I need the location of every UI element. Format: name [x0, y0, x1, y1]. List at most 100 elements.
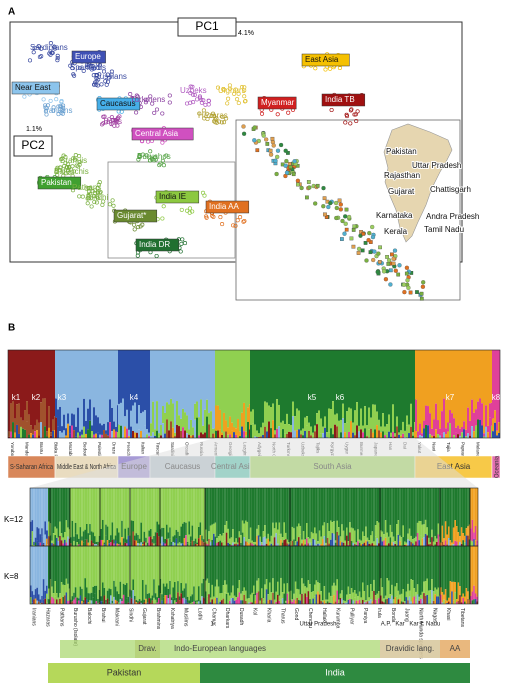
population-label: Paniya	[362, 608, 368, 624]
ancestry-segment	[48, 588, 50, 600]
ancestry-segment	[278, 534, 281, 546]
ancestry-segment	[240, 546, 242, 594]
ancestry-segment	[221, 434, 223, 438]
ancestry-segment	[371, 543, 374, 546]
scatter-point	[160, 140, 165, 145]
ancestry-segment	[443, 599, 445, 604]
ancestry-segment	[231, 430, 233, 438]
ancestry-segment	[193, 601, 195, 604]
ancestry-segment	[194, 543, 197, 546]
ancestry-segment	[324, 350, 326, 417]
inset-point	[351, 244, 356, 249]
ancestry-segment	[362, 432, 364, 438]
inset-point	[306, 180, 311, 184]
ancestry-segment	[314, 546, 316, 585]
ancestry-segment	[420, 535, 422, 546]
ancestry-segment	[196, 488, 198, 543]
ancestry-segment	[264, 426, 266, 438]
ancestry-segment	[130, 410, 132, 427]
scatter-point	[27, 58, 33, 63]
ancestry-segment	[224, 592, 226, 604]
ancestry-segment	[440, 542, 442, 546]
ancestry-segment	[85, 420, 87, 434]
ancestry-segment	[24, 429, 26, 438]
ancestry-segment	[362, 488, 364, 532]
ancestry-segment	[360, 408, 362, 430]
scatter-point	[160, 216, 165, 221]
ancestry-segment	[470, 595, 472, 601]
ancestry-segment	[471, 426, 473, 438]
ancestry-segment	[202, 539, 205, 543]
ancestry-segment	[356, 350, 358, 403]
ancestry-segment	[266, 350, 268, 403]
ancestry-segment	[262, 350, 264, 423]
ancestry-segment	[378, 350, 380, 420]
group-label: India TB	[325, 95, 355, 104]
scatter-point	[90, 64, 95, 69]
ancestry-segment	[318, 350, 320, 411]
ancestry-segment	[389, 594, 392, 600]
ancestry-segment	[215, 430, 217, 438]
ancestry-segment	[298, 589, 300, 601]
ancestry-segment	[293, 593, 295, 600]
ancestry-segment	[44, 521, 46, 535]
population-label: Gujarat	[141, 608, 147, 625]
ancestry-segment	[135, 602, 138, 604]
language-label: Indo-European languages	[174, 644, 266, 653]
ancestry-segment	[270, 543, 273, 546]
ancestry-segment	[243, 402, 245, 432]
sub-label: Kar	[395, 622, 404, 628]
ancestry-segment	[148, 530, 150, 537]
ancestry-segment	[328, 546, 330, 593]
inset-point	[278, 142, 284, 148]
ancestry-segment	[412, 432, 414, 436]
ancestry-segment	[408, 528, 411, 541]
ancestry-segment	[217, 541, 220, 546]
ancestry-segment	[103, 423, 105, 431]
region-label: Middle East & North Africa	[57, 464, 116, 471]
ancestry-segment	[429, 413, 431, 435]
ancestry-segment	[281, 592, 284, 599]
ancestry-segment	[344, 350, 346, 424]
ancestry-segment	[370, 584, 372, 600]
ancestry-segment	[286, 488, 289, 540]
ancestry-segment	[288, 546, 290, 592]
ancestry-segment	[140, 542, 142, 546]
ancestry-segment	[264, 350, 266, 402]
ancestry-segment	[423, 350, 425, 421]
ancestry-segment	[280, 577, 282, 600]
ancestry-segment	[408, 540, 411, 546]
ancestry-segment	[451, 435, 453, 438]
ancestry-segment	[459, 428, 461, 436]
inset-point	[313, 201, 318, 206]
ancestry-segment	[161, 594, 163, 601]
ancestry-segment	[233, 600, 236, 604]
scatter-point	[211, 214, 216, 219]
ancestry-segment	[384, 537, 387, 546]
ancestry-segment	[270, 592, 273, 601]
ancestry-segment	[441, 591, 444, 603]
ancestry-segment	[460, 602, 463, 604]
ancestry-segment	[388, 543, 390, 546]
ancestry-segment	[391, 584, 393, 596]
scatter-point	[101, 69, 107, 74]
ancestry-segment	[178, 426, 180, 438]
ancestry-segment	[407, 533, 409, 540]
ancestry-segment	[36, 527, 38, 541]
ancestry-segment	[443, 398, 445, 433]
ancestry-segment	[221, 542, 223, 546]
ancestry-segment	[106, 540, 109, 546]
scatter-point	[55, 58, 60, 63]
ancestry-segment	[392, 546, 395, 600]
ancestry-segment	[312, 546, 314, 592]
ancestry-segment	[398, 350, 400, 433]
ancestry-segment	[498, 350, 500, 423]
ancestry-segment	[474, 593, 477, 600]
ancestry-segment	[323, 546, 326, 587]
scatter-point	[43, 109, 48, 114]
ancestry-segment	[349, 599, 351, 604]
ancestry-segment	[342, 542, 345, 546]
inset-point	[264, 137, 269, 142]
ancestry-segment	[76, 488, 78, 535]
ancestry-segment	[455, 427, 457, 433]
